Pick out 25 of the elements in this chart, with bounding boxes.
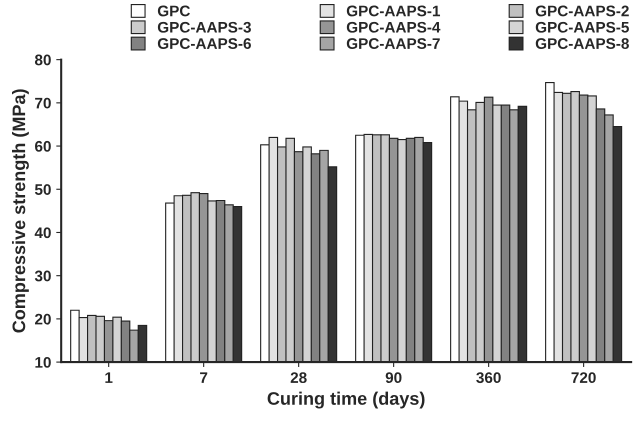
legend-label: GPC-AAPS-8 xyxy=(536,38,629,49)
x-tick-label: 7 xyxy=(200,372,208,383)
y-tick-label: 10 xyxy=(35,356,51,368)
legend-label: GPC-AAPS-5 xyxy=(536,22,629,33)
y-tick-label: 30 xyxy=(34,270,51,282)
y-tick-label: 40 xyxy=(34,227,51,238)
legend-label: GPC-AAPS-7 xyxy=(346,38,440,49)
x-tick-label: 1 xyxy=(105,372,112,383)
legend-label: GPC-AAPS-6 xyxy=(158,38,251,49)
y-tick-label: 20 xyxy=(34,314,51,325)
y-tick-label: 60 xyxy=(35,140,51,152)
x-tick-label: 360 xyxy=(476,372,501,384)
y-tick-label: 50 xyxy=(34,184,51,195)
y-axis-title: Compressive strength (MPa) xyxy=(12,89,29,333)
legend-label: GPC-AAPS-3 xyxy=(158,22,251,33)
x-tick-label: 90 xyxy=(386,372,402,384)
x-axis-title: Curing time (days) xyxy=(268,392,425,409)
x-tick-label: 28 xyxy=(290,372,307,384)
y-tick-label: 80 xyxy=(34,54,51,66)
y-tick-label: 70 xyxy=(35,98,51,109)
x-tick-label: 720 xyxy=(572,372,596,384)
legend-label: GPC-AAPS-1 xyxy=(346,6,440,16)
legend-label: GPC-AAPS-2 xyxy=(536,6,629,16)
legend-label: GPC xyxy=(158,6,190,16)
legend-label: GPC-AAPS-4 xyxy=(346,22,440,33)
